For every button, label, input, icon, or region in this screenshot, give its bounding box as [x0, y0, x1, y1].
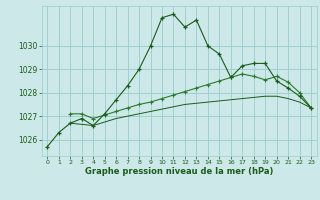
X-axis label: Graphe pression niveau de la mer (hPa): Graphe pression niveau de la mer (hPa): [85, 167, 273, 176]
